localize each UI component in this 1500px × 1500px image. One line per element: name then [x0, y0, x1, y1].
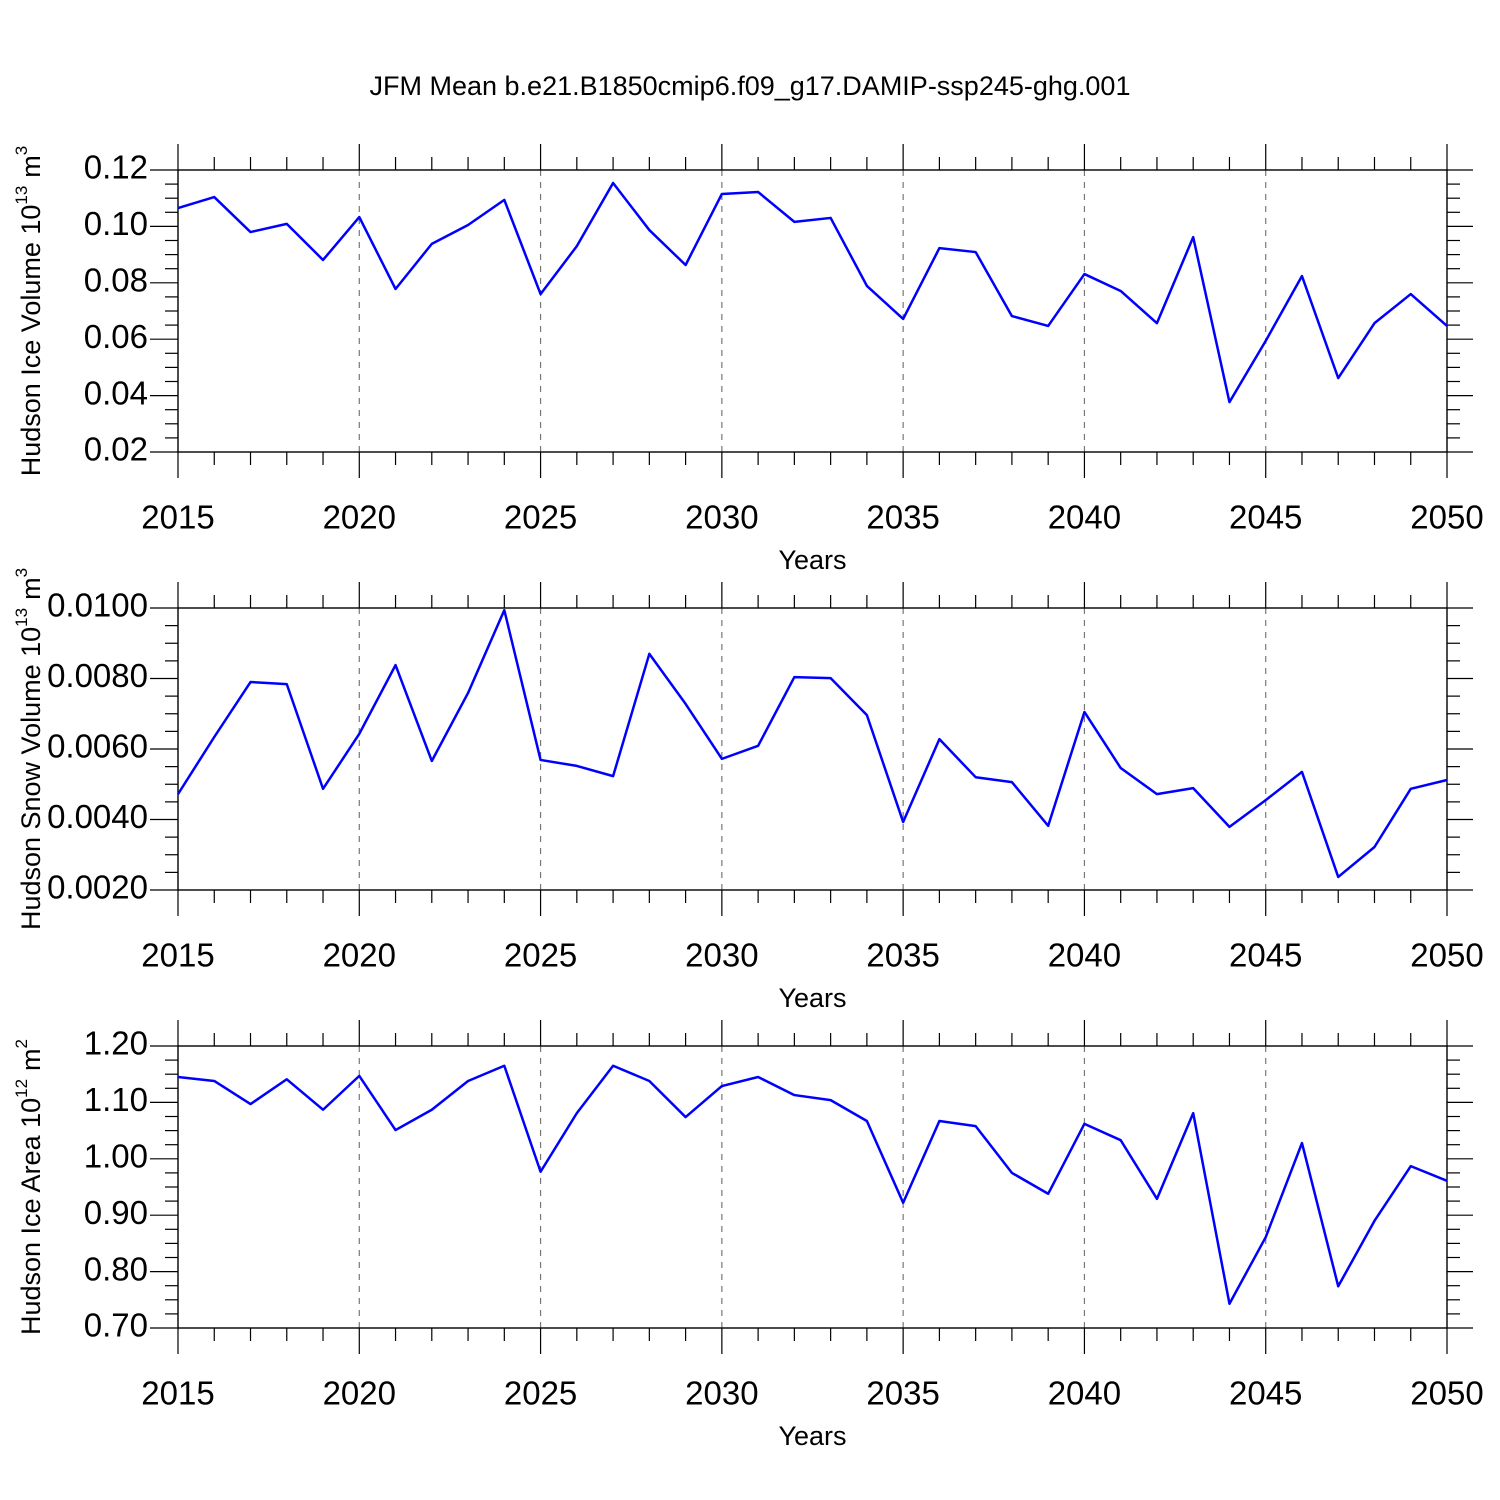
- y-tick-label: 0.0040: [47, 798, 148, 835]
- x-tick-label: 2035: [866, 499, 939, 536]
- x-tick-label: 2040: [1048, 937, 1121, 974]
- x-tick-label: 2015: [141, 937, 214, 974]
- y-axis-label: Hudson Ice Area 1012 m2: [12, 1039, 46, 1335]
- y-axis-label-text: Hudson Ice Volume 10: [16, 205, 46, 477]
- data-line: [176, 608, 1448, 879]
- data-line: [177, 1064, 1448, 1305]
- y-tick-label: 0.0080: [47, 657, 148, 694]
- y-axis-label: Hudson Snow Volume 1013 m3: [12, 568, 46, 930]
- x-tick-label: 2015: [141, 499, 214, 536]
- x-tick-label: 2045: [1229, 937, 1302, 974]
- y-axis-label-unit-exponent: 3: [12, 568, 31, 577]
- x-tick-label: 2045: [1229, 1375, 1302, 1412]
- chart-title: JFM Mean b.e21.B1850cmip6.f09_g17.DAMIP-…: [370, 71, 1131, 101]
- plot-frame: [177, 169, 1448, 453]
- x-tick-label: 2040: [1048, 499, 1121, 536]
- x-tick-label: 2035: [866, 1375, 939, 1412]
- y-axis-label-unit: m: [16, 155, 46, 178]
- x-tick-label: 2020: [323, 499, 396, 536]
- x-tick-label: 2045: [1229, 499, 1302, 536]
- y-tick-label: 0.12: [84, 149, 148, 186]
- y-axis-label-exponent: 12: [12, 1079, 31, 1098]
- y-tick-label: 1.10: [84, 1081, 148, 1118]
- x-tick-label: 2035: [866, 937, 939, 974]
- y-axis-label-group: Hudson Ice Volume 1013 m3: [12, 146, 46, 477]
- x-tick-label: 2050: [1410, 1375, 1483, 1412]
- y-axis-label-exponent: 13: [12, 186, 31, 205]
- x-axis-label: Years: [778, 545, 846, 575]
- x-tick-label: 2050: [1410, 937, 1483, 974]
- y-axis-label-group: Hudson Snow Volume 1013 m3: [12, 568, 46, 930]
- y-axis-label-exponent: 13: [12, 608, 31, 627]
- plot-frame: [177, 607, 1448, 891]
- x-tick-label: 2050: [1410, 499, 1483, 536]
- x-axis-label: Years: [778, 983, 846, 1013]
- x-axis-label: Years: [778, 1421, 846, 1451]
- x-tick-label: 2025: [504, 499, 577, 536]
- y-tick-label: 0.80: [84, 1250, 148, 1287]
- y-tick-label: 1.20: [84, 1025, 148, 1062]
- y-axis-label-unit-exponent: 3: [12, 146, 31, 155]
- y-tick-label: 0.0100: [47, 587, 148, 624]
- y-axis-label-unit-exponent: 2: [12, 1039, 31, 1048]
- x-tick-label: 2020: [323, 1375, 396, 1412]
- x-tick-label: 2040: [1048, 1375, 1121, 1412]
- y-axis-label-group: Hudson Ice Area 1012 m2: [12, 1039, 46, 1335]
- x-tick-label: 2030: [685, 937, 758, 974]
- y-tick-label: 1.00: [84, 1138, 148, 1175]
- y-axis-label-text: Hudson Snow Volume 10: [16, 627, 46, 930]
- y-tick-label: 0.08: [84, 262, 148, 299]
- y-tick-label: 0.90: [84, 1194, 148, 1231]
- y-tick-label: 0.0020: [47, 869, 148, 906]
- y-tick-label: 0.0060: [47, 728, 148, 765]
- y-tick-label: 0.70: [84, 1307, 148, 1344]
- x-tick-label: 2020: [323, 937, 396, 974]
- x-tick-label: 2015: [141, 1375, 214, 1412]
- x-tick-label: 2030: [685, 1375, 758, 1412]
- data-line: [177, 181, 1448, 404]
- x-tick-label: 2030: [685, 499, 758, 536]
- y-axis-label-unit: m: [16, 1048, 46, 1071]
- y-tick-label: 0.04: [84, 374, 148, 411]
- y-axis-label-unit: m: [16, 577, 46, 600]
- y-tick-label: 0.10: [84, 205, 148, 242]
- y-axis-label-text: Hudson Ice Area 10: [16, 1098, 46, 1335]
- x-tick-label: 2025: [504, 937, 577, 974]
- y-tick-label: 0.06: [84, 318, 148, 355]
- plot-frame: [177, 1045, 1448, 1329]
- y-tick-label: 0.02: [84, 431, 148, 468]
- y-axis-label: Hudson Ice Volume 1013 m3: [12, 146, 46, 477]
- x-tick-label: 2025: [504, 1375, 577, 1412]
